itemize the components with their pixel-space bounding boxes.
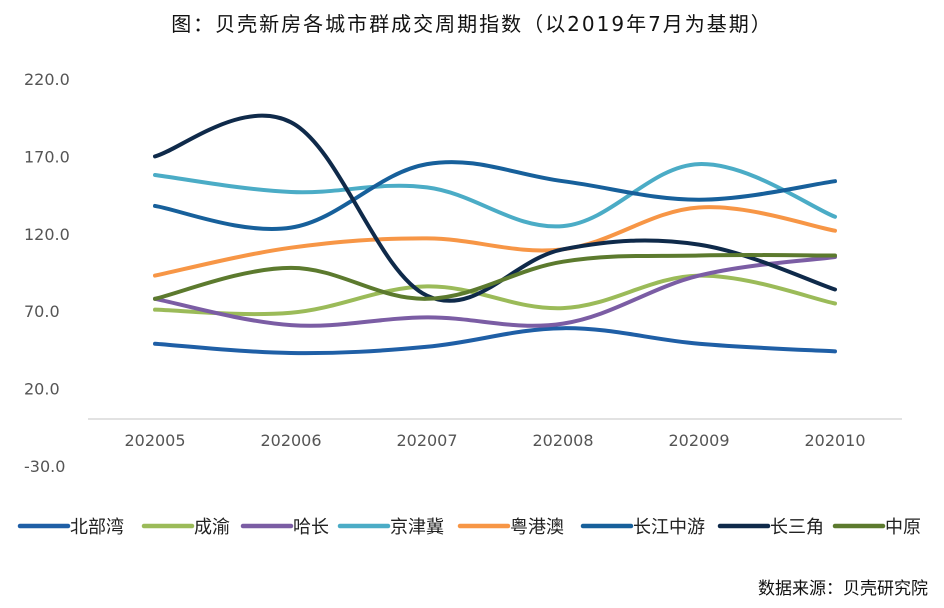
legend-label: 成渝 xyxy=(194,517,230,538)
series-line-4 xyxy=(153,205,837,278)
legend: 北部湾 成渝 哈长 京津冀 粤港澳 长江中游 长三角 中原 xyxy=(17,517,921,538)
series-line-7 xyxy=(153,253,837,301)
y-tick-label: -30.0 xyxy=(24,457,65,476)
x-tick-label: 202009 xyxy=(668,431,729,450)
x-tick-label: 202005 xyxy=(124,431,185,450)
x-tick-label: 202010 xyxy=(804,431,865,450)
y-tick-label: 170.0 xyxy=(24,147,70,166)
series-line-3 xyxy=(153,162,837,229)
legend-label: 粤港澳 xyxy=(510,517,564,538)
legend-label: 长江中游 xyxy=(633,517,705,538)
series-line-2 xyxy=(153,255,837,328)
source-note: 数据来源：贝壳研究院 xyxy=(758,579,928,599)
x-tick-label: 202007 xyxy=(396,431,457,450)
legend-label: 京津冀 xyxy=(390,517,444,538)
series-line-1 xyxy=(153,273,837,317)
y-tick-label: 70.0 xyxy=(24,302,60,321)
x-tick-label: 202008 xyxy=(532,431,593,450)
x-axis-tick-labels: 202005 202006 202007 202008 202009 202010 xyxy=(124,431,865,450)
series-line-6 xyxy=(153,113,837,303)
legend-label: 长三角 xyxy=(770,517,824,538)
series-line-5 xyxy=(153,160,837,231)
legend-label: 中原 xyxy=(885,517,921,538)
y-tick-label: 120.0 xyxy=(24,225,70,244)
y-tick-label: 220.0 xyxy=(24,70,70,89)
series-lines xyxy=(153,113,837,356)
x-tick-label: 202006 xyxy=(260,431,321,450)
legend-label: 北部湾 xyxy=(70,517,124,538)
y-axis-tick-labels: 220.0 170.0 120.0 70.0 20.0 -30.0 xyxy=(24,70,70,476)
series-line-0 xyxy=(153,326,837,356)
legend-label: 哈长 xyxy=(293,517,329,538)
chart-title: 图：贝壳新房各城市群成交周期指数（以2019年7月为基期） xyxy=(171,12,773,36)
y-tick-label: 20.0 xyxy=(24,380,60,399)
